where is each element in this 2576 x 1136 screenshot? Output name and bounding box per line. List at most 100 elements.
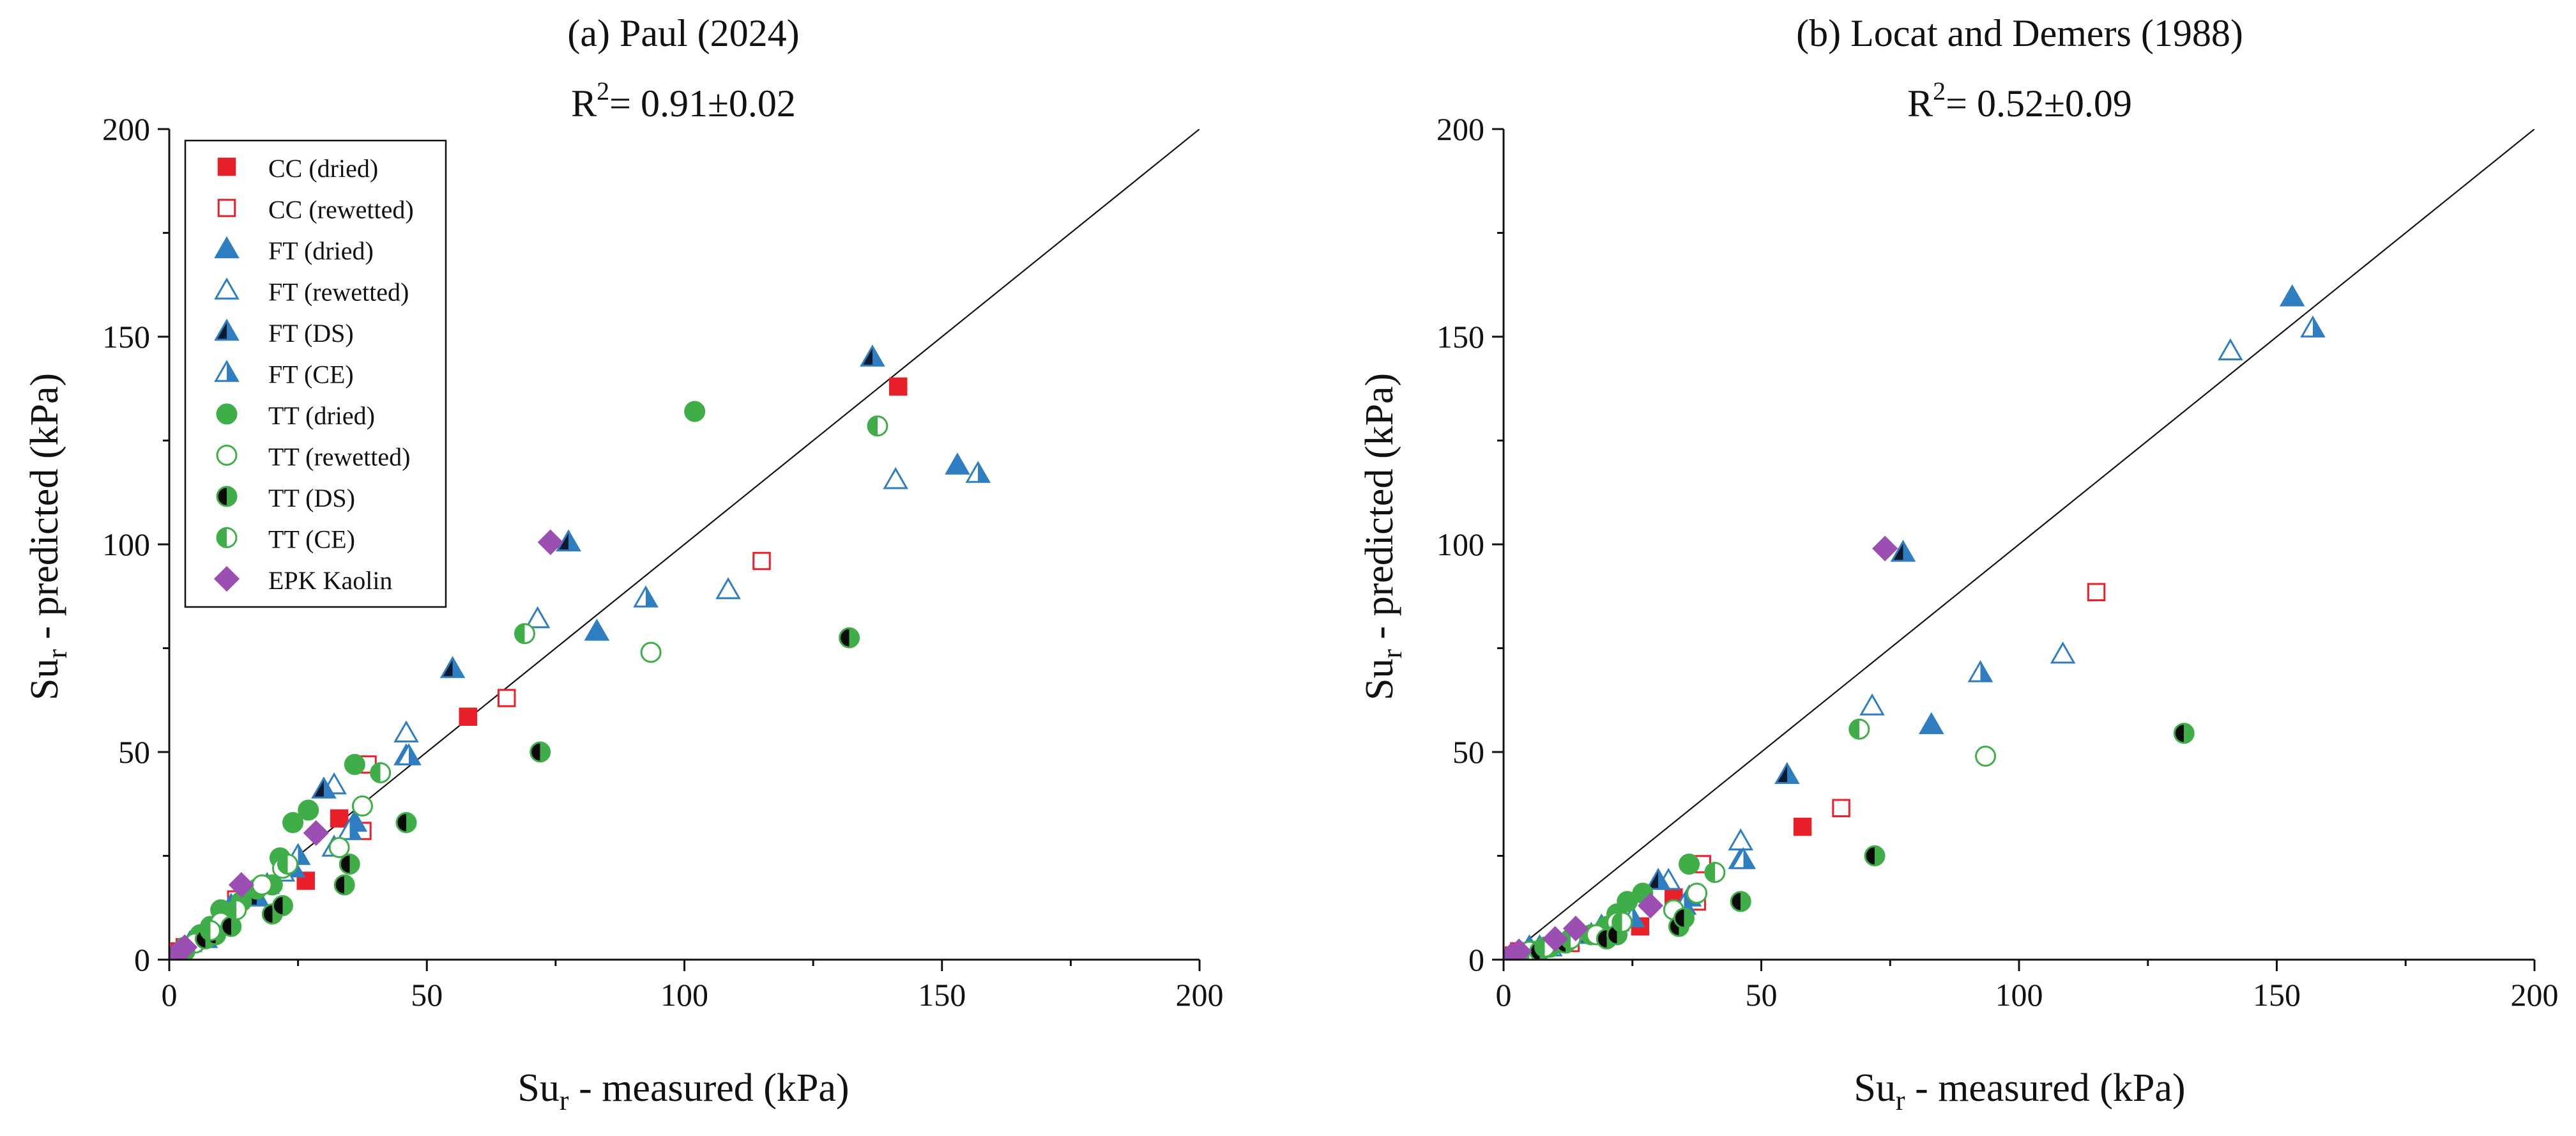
legend-marker: [214, 360, 240, 382]
legend-item-epk-kaolin: EPK Kaolin: [213, 565, 392, 595]
x-tick-label: 100: [1995, 977, 2043, 1013]
data-point: [1967, 660, 1993, 682]
data-point: [715, 577, 741, 599]
data-markers: [1504, 284, 2326, 960]
data-point: [2218, 338, 2243, 360]
data-point: [1686, 882, 1708, 904]
legend-marker: [217, 157, 236, 176]
legend-marker: [216, 403, 238, 425]
x-tick-label: 200: [1176, 977, 1224, 1013]
legend-label: TT (dried): [268, 401, 375, 430]
data-point: [1645, 868, 1671, 890]
legend-marker: [216, 527, 238, 548]
legend: CC (dried) CC (rewetted) FT (dried) FT (rew…: [184, 139, 447, 608]
y-axis-label: Sur - predicted (kPa): [23, 373, 73, 700]
data-point: [1562, 916, 1589, 942]
series-ft-ce: [1619, 315, 2326, 928]
data-point: [1730, 847, 1757, 870]
legend-item-ft-dried: FT (dried): [214, 236, 374, 265]
legend-item-tt-ds: TT (DS): [216, 484, 355, 512]
data-point: [271, 895, 293, 916]
r2-annotation: R2= 0.91±0.02: [571, 77, 796, 125]
series-ft-dried: [1516, 284, 2305, 956]
tick-labels: 0 50 100 150 200 0 50 100 150 200: [102, 111, 1224, 1013]
y-tick-label: 50: [1452, 734, 1484, 770]
y-tick-label: 150: [102, 319, 150, 355]
legend-label: FT (DS): [268, 319, 354, 348]
chart-title: (b) Locat and Demers (1988): [1796, 12, 2243, 54]
data-point: [339, 854, 360, 875]
series-tt-ds: [1508, 723, 2195, 960]
data-point: [251, 874, 273, 896]
data-point: [1730, 891, 1751, 912]
legend-item-tt-rewetted: TT (rewetted): [216, 443, 410, 472]
data-point: [396, 743, 422, 765]
legend-item-ft-ce: FT (CE): [214, 360, 354, 389]
one-to-one-line: [1504, 129, 2534, 960]
data-point: [1864, 845, 1886, 866]
y-tick-label: 0: [134, 942, 150, 978]
legend-marker: [214, 277, 240, 300]
r2-annotation: R2= 0.52±0.09: [1907, 77, 2132, 125]
x-axis-label: Sur - measured (kPa): [1854, 1066, 2185, 1116]
legend-item-tt-dried: TT (dried): [216, 401, 375, 430]
x-tick-label: 50: [411, 977, 443, 1013]
data-point: [1704, 862, 1726, 883]
data-point: [684, 401, 706, 422]
legend-label: TT (CE): [268, 525, 355, 554]
data-point: [337, 818, 363, 840]
x-axis-label: Sur - measured (kPa): [517, 1066, 849, 1116]
series-tt-ce: [200, 415, 888, 941]
x-tick-label: 200: [2511, 977, 2559, 1013]
data-point: [282, 812, 304, 833]
x-tick-label: 100: [660, 977, 708, 1013]
data-point: [2050, 641, 2076, 664]
legend-item-cc-rewetted: CC (rewetted): [217, 196, 414, 224]
axes: [158, 128, 1201, 971]
legend-label: FT (rewetted): [268, 278, 409, 307]
x-tick-label: 0: [1496, 977, 1512, 1013]
legend-label: CC (dried): [268, 154, 378, 183]
legend-item-cc-dried: CC (dried): [217, 154, 378, 183]
tick-labels: 0 50 100 150 200 0 50 100 150 200: [1437, 111, 2559, 1013]
data-point: [2087, 583, 2106, 601]
reference-line: [1504, 129, 2534, 960]
data-point: [965, 461, 991, 483]
data-point: [888, 377, 908, 396]
data-point: [514, 623, 535, 645]
legend-marker: [216, 486, 238, 507]
data-point: [1848, 718, 1870, 740]
axes: [1492, 128, 2536, 971]
data-point: [328, 837, 350, 858]
data-point: [1975, 746, 1997, 767]
x-tick-label: 150: [2253, 977, 2301, 1013]
data-point: [1793, 817, 1812, 836]
x-tick-label: 0: [162, 977, 178, 1013]
y-tick-label: 200: [102, 111, 150, 147]
data-point: [1506, 938, 1532, 960]
data-point: [330, 809, 349, 828]
y-tick-label: 50: [118, 734, 150, 770]
x-tick-label: 150: [918, 977, 966, 1013]
data-point: [344, 754, 365, 775]
data-point: [2300, 315, 2326, 338]
series-tt-ds: [174, 627, 860, 960]
series-epk-kaolin: [1504, 535, 1898, 960]
data-point: [752, 551, 771, 571]
legend-marker: [216, 445, 238, 466]
y-tick-label: 100: [1437, 526, 1484, 562]
panel-a: (a) Paul (2024) R2= 0.91±0.02 0 50 100 150 2…: [23, 12, 1224, 1116]
data-point: [439, 656, 466, 679]
data-point: [311, 776, 337, 799]
series-cc-rewetted: [1509, 583, 2106, 960]
data-point: [867, 415, 888, 437]
data-point: [1859, 693, 1885, 716]
legend-item-ft-ds: FT (DS): [214, 318, 354, 348]
data-point: [395, 812, 417, 833]
data-point: [2279, 284, 2305, 307]
legend-marker: [214, 318, 240, 341]
legend-label: EPK Kaolin: [268, 566, 392, 595]
data-point: [1832, 799, 1850, 817]
data-point: [1679, 854, 1700, 875]
